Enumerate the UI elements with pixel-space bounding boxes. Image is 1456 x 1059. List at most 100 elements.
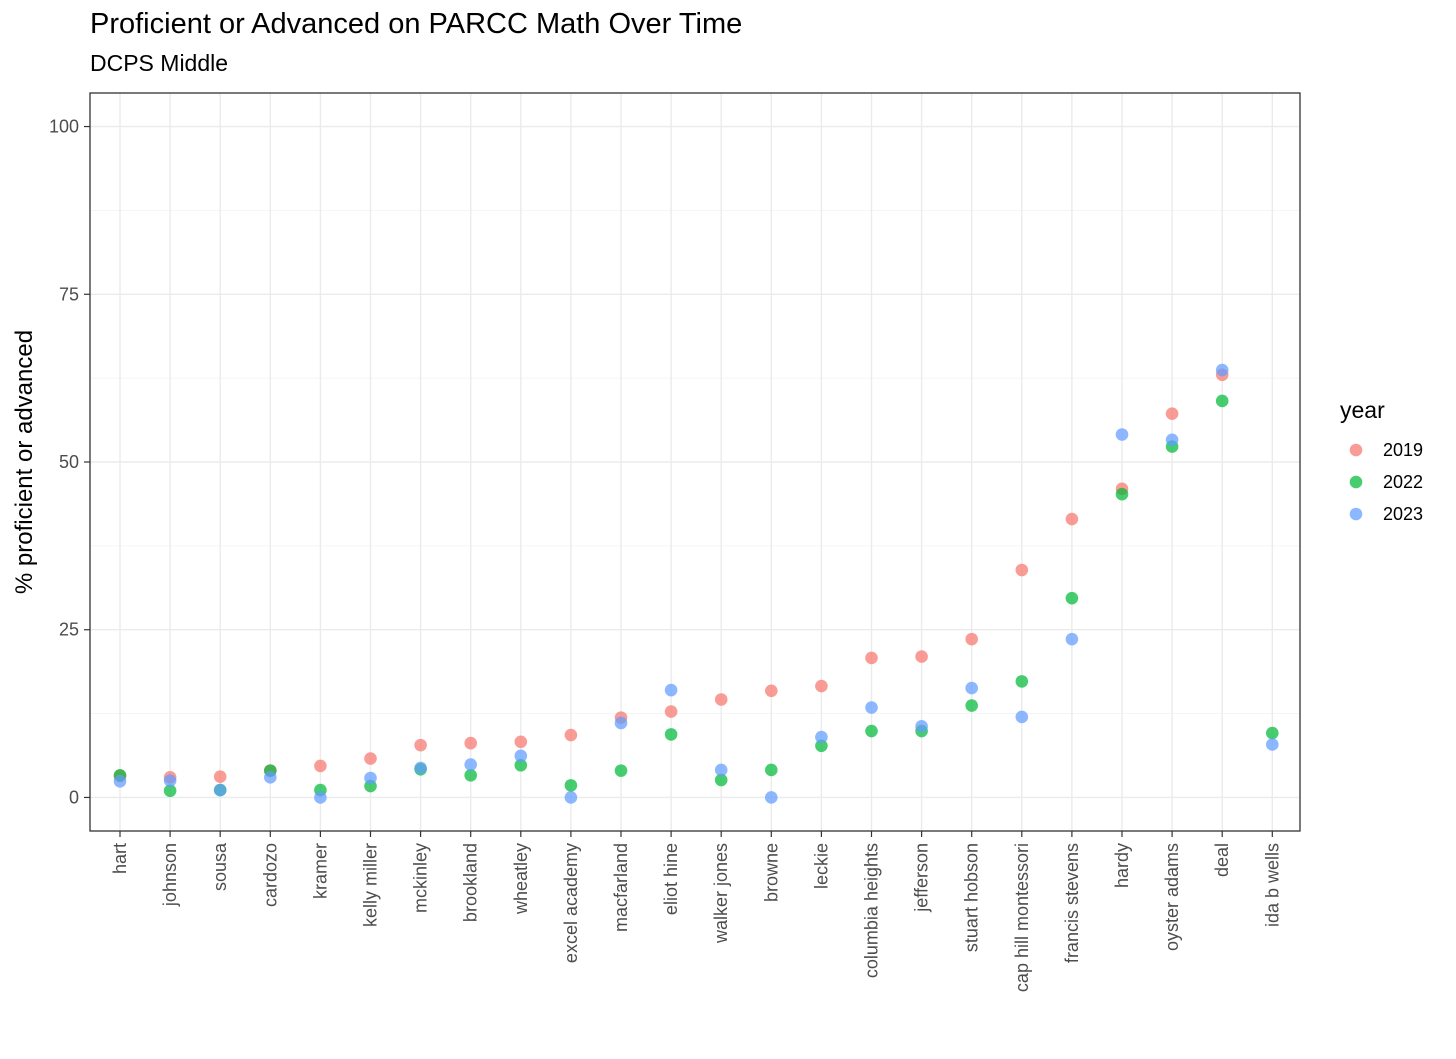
point-2023: [1065, 632, 1079, 646]
x-tick-label: jefferson: [912, 843, 932, 913]
point-2023: [865, 701, 878, 714]
point-2022: [564, 779, 578, 792]
point-2022: [614, 764, 628, 777]
point-2023: [414, 761, 427, 775]
y-tick-label: 0: [69, 787, 79, 807]
chart-title: Proficient or Advanced on PARCC Math Ove…: [90, 8, 743, 40]
point-2019: [915, 650, 928, 663]
point-2022: [965, 699, 978, 712]
point-2019: [514, 735, 528, 749]
point-2022: [514, 758, 528, 772]
legend-key-2022: [1349, 475, 1363, 489]
point-2023: [714, 763, 728, 777]
point-2019: [1065, 512, 1079, 526]
x-tick-label: kramer: [310, 843, 330, 899]
x-tick-label: cardozo: [260, 843, 280, 907]
point-2022: [1015, 675, 1029, 688]
x-tick-label: ida b wells: [1262, 843, 1282, 927]
x-tick-label: walker jones: [711, 843, 731, 944]
x-tick-label: hardy: [1112, 843, 1132, 888]
legend-label: 2023: [1383, 504, 1423, 524]
point-2022: [865, 724, 878, 738]
x-tick-label: stuart hobson: [962, 843, 982, 952]
point-2019: [1165, 407, 1179, 420]
x-tick-label: johnson: [160, 843, 180, 907]
y-tick-label: 50: [59, 452, 79, 472]
legend-key-2023: [1349, 507, 1363, 521]
point-2023: [514, 749, 528, 763]
x-tick-label: browne: [761, 843, 781, 902]
point-2019: [464, 736, 478, 750]
point-2019: [865, 651, 878, 665]
point-2023: [815, 730, 828, 744]
point-2023: [314, 791, 327, 804]
legend: year 2019 2022 2023: [1340, 397, 1423, 524]
point-2019: [314, 759, 327, 773]
point-2022: [815, 739, 828, 753]
axes: 0 25 50 75 100 hart johnson sousa cardozo kramer k…: [49, 117, 1282, 993]
point-2019: [664, 705, 678, 718]
x-tick-label: eliot hine: [661, 843, 681, 915]
point-2023: [364, 771, 377, 785]
point-2019: [564, 728, 578, 742]
point-2019: [765, 684, 778, 698]
point-2023: [965, 681, 978, 695]
point-2023: [765, 791, 778, 804]
point-2022: [1065, 591, 1079, 605]
x-tick-label: sousa: [210, 842, 230, 891]
point-2023: [464, 758, 478, 771]
y-tick-label: 25: [59, 620, 79, 640]
x-tick-label: deal: [1212, 843, 1232, 877]
legend-label: 2022: [1383, 472, 1423, 492]
y-axis-title: % proficient or advanced: [11, 330, 38, 594]
point-2019: [1015, 563, 1029, 577]
point-2019: [965, 632, 978, 646]
x-tick-label: excel academy: [561, 843, 581, 963]
point-2019: [714, 693, 728, 706]
point-2023: [1165, 433, 1179, 447]
x-tick-label: cap hill montessori: [1012, 843, 1032, 992]
x-tick-label: columbia heights: [862, 843, 882, 978]
x-tick-label: brookland: [461, 843, 481, 922]
point-2023: [1266, 738, 1279, 751]
point-2023: [614, 716, 628, 730]
data-points: [113, 363, 1279, 804]
grid-lines: [90, 93, 1300, 831]
point-2023: [1115, 428, 1129, 441]
point-2019: [815, 679, 828, 693]
point-2023: [1015, 710, 1029, 724]
point-2022: [1266, 726, 1279, 740]
x-tick-label: macfarland: [611, 843, 631, 932]
point-2022: [163, 784, 177, 798]
y-tick-label: 100: [49, 117, 79, 137]
legend-label: 2019: [1383, 440, 1423, 460]
point-2019: [213, 770, 227, 783]
x-tick-label: kelly miller: [361, 843, 381, 927]
x-tick-label: leckie: [811, 843, 831, 889]
point-2023: [113, 775, 127, 788]
point-2022: [1115, 487, 1129, 501]
point-2022: [1215, 394, 1229, 408]
legend-key-2019: [1349, 443, 1363, 457]
point-2019: [414, 738, 427, 752]
point-2019: [364, 752, 377, 765]
point-2023: [564, 791, 578, 804]
y-tick-label: 75: [59, 284, 79, 304]
x-tick-label: oyster adams: [1162, 843, 1182, 951]
x-tick-label: francis stevens: [1062, 843, 1082, 963]
legend-title: year: [1340, 397, 1385, 423]
point-2022: [714, 773, 728, 787]
point-2023: [915, 720, 928, 733]
point-2022: [765, 763, 778, 777]
point-2023: [1215, 363, 1229, 377]
point-2023: [664, 683, 678, 697]
point-2022: [664, 728, 678, 741]
chart-subtitle: DCPS Middle: [90, 50, 229, 76]
point-2023: [213, 783, 227, 797]
x-tick-label: wheatley: [511, 843, 531, 915]
x-tick-label: hart: [110, 843, 130, 874]
point-2023: [264, 771, 277, 784]
point-2022: [464, 769, 478, 782]
x-tick-label: mckinley: [411, 843, 431, 913]
